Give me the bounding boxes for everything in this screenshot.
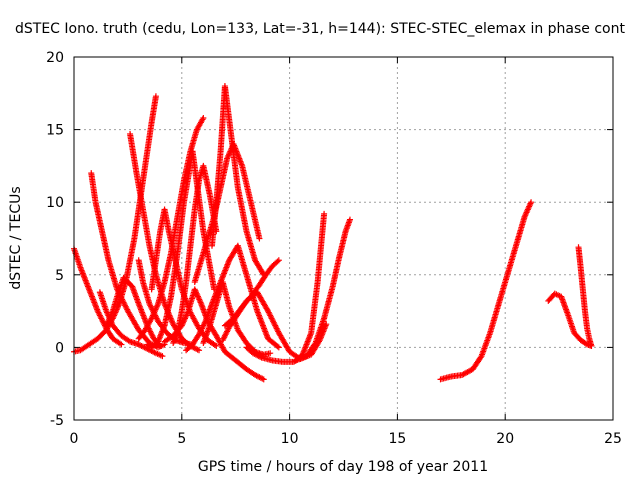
series-1 xyxy=(71,93,159,355)
data-point xyxy=(200,114,207,121)
y-axis-label: dSTEC / TECUs xyxy=(8,186,24,289)
data-point xyxy=(588,342,595,349)
data-point xyxy=(346,216,353,223)
data-point xyxy=(274,343,281,350)
series-13 xyxy=(183,242,282,354)
y-tick-label: 20 xyxy=(46,50,64,66)
series-8 xyxy=(135,114,207,342)
y-tick-label: -5 xyxy=(50,413,64,429)
data-point xyxy=(152,93,159,100)
data-point xyxy=(196,347,203,354)
series-21 xyxy=(437,199,535,383)
data-point xyxy=(275,344,282,351)
chart-title: dSTEC Iono. truth (cedu, Lon=133, Lat=-3… xyxy=(15,21,625,37)
y-tick-label: 15 xyxy=(46,123,64,139)
series-16 xyxy=(208,83,267,278)
data-point xyxy=(528,199,535,206)
series-18 xyxy=(221,257,282,329)
data-point xyxy=(267,350,274,357)
series-23 xyxy=(575,244,595,349)
x-axis-label: GPS time / hours of day 198 of year 2011 xyxy=(198,459,488,475)
series-3 xyxy=(88,170,168,351)
x-tick-label: 25 xyxy=(604,431,622,447)
x-tick-label: 20 xyxy=(496,431,514,447)
data-point xyxy=(275,257,282,264)
data-point xyxy=(118,341,125,348)
data-point xyxy=(260,376,267,383)
series-5 xyxy=(103,274,164,349)
data-point xyxy=(213,342,220,349)
series-22 xyxy=(545,290,595,349)
x-tick-label: 15 xyxy=(388,431,406,447)
data-point xyxy=(157,342,164,349)
y-tick-label: 5 xyxy=(55,268,64,284)
x-tick-label: 0 xyxy=(70,431,79,447)
x-tick-label: 10 xyxy=(281,431,299,447)
data-point xyxy=(159,353,166,360)
plot-frame xyxy=(73,56,614,421)
y-tick-label: 10 xyxy=(46,195,64,211)
data-point xyxy=(274,258,281,265)
y-tick-label: 0 xyxy=(55,340,64,356)
series-20 xyxy=(293,216,353,364)
series-4 xyxy=(96,289,166,360)
data-point xyxy=(321,210,328,217)
data-point xyxy=(256,235,263,242)
series-19 xyxy=(243,210,328,365)
data-points xyxy=(71,83,595,383)
x-tick-label: 5 xyxy=(177,431,186,447)
